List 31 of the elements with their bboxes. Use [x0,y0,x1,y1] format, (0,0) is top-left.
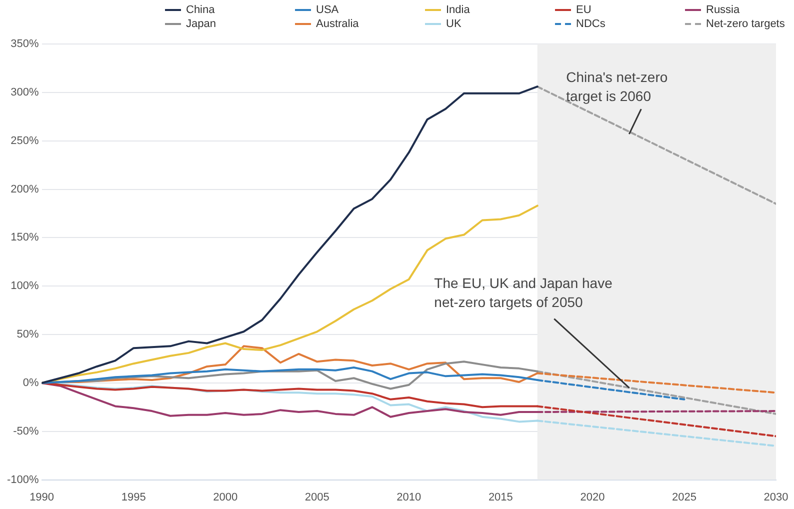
legend-label: UK [446,18,462,30]
x-tick-label: 2020 [580,491,605,504]
x-tick-label: 2000 [213,491,238,504]
y-tick-label: 150% [10,232,40,244]
y-tick-label: 100% [10,280,40,292]
legend-label: NDCs [576,18,606,30]
y-tick-label: -100% [7,474,40,486]
y-tick-label: 350% [10,38,40,50]
x-tick-label: 1995 [121,491,146,504]
x-tick-label: 1990 [30,491,54,504]
legend-label: India [446,4,470,16]
x-tick-label: 2010 [396,491,422,504]
x-tick-label: 2005 [304,491,330,504]
legend-label: Net-zero targets [706,18,785,30]
legend-label: EU [576,4,592,16]
x-tick-label: 2030 [764,491,788,504]
y-tick-label: 50% [16,328,39,341]
legend-label: Australia [316,18,359,30]
annotation: China's net-zero target is 2060 [566,69,668,104]
legend-label: USA [316,4,339,16]
y-tick-label: 0% [22,376,40,389]
legend-label: China [186,4,215,16]
legend-label: Russia [706,4,740,16]
x-tick-label: 2015 [488,491,513,504]
annotation: The EU, UK and Japan have net-zero targets of 2050 [434,274,613,310]
y-tick-label: 250% [10,134,40,147]
legend-label: Japan [186,18,216,30]
x-tick-label: 2025 [672,491,696,504]
y-tick-label: 200% [10,183,40,196]
y-tick-label: 300% [10,86,40,98]
y-tick-label: -50% [13,425,40,438]
